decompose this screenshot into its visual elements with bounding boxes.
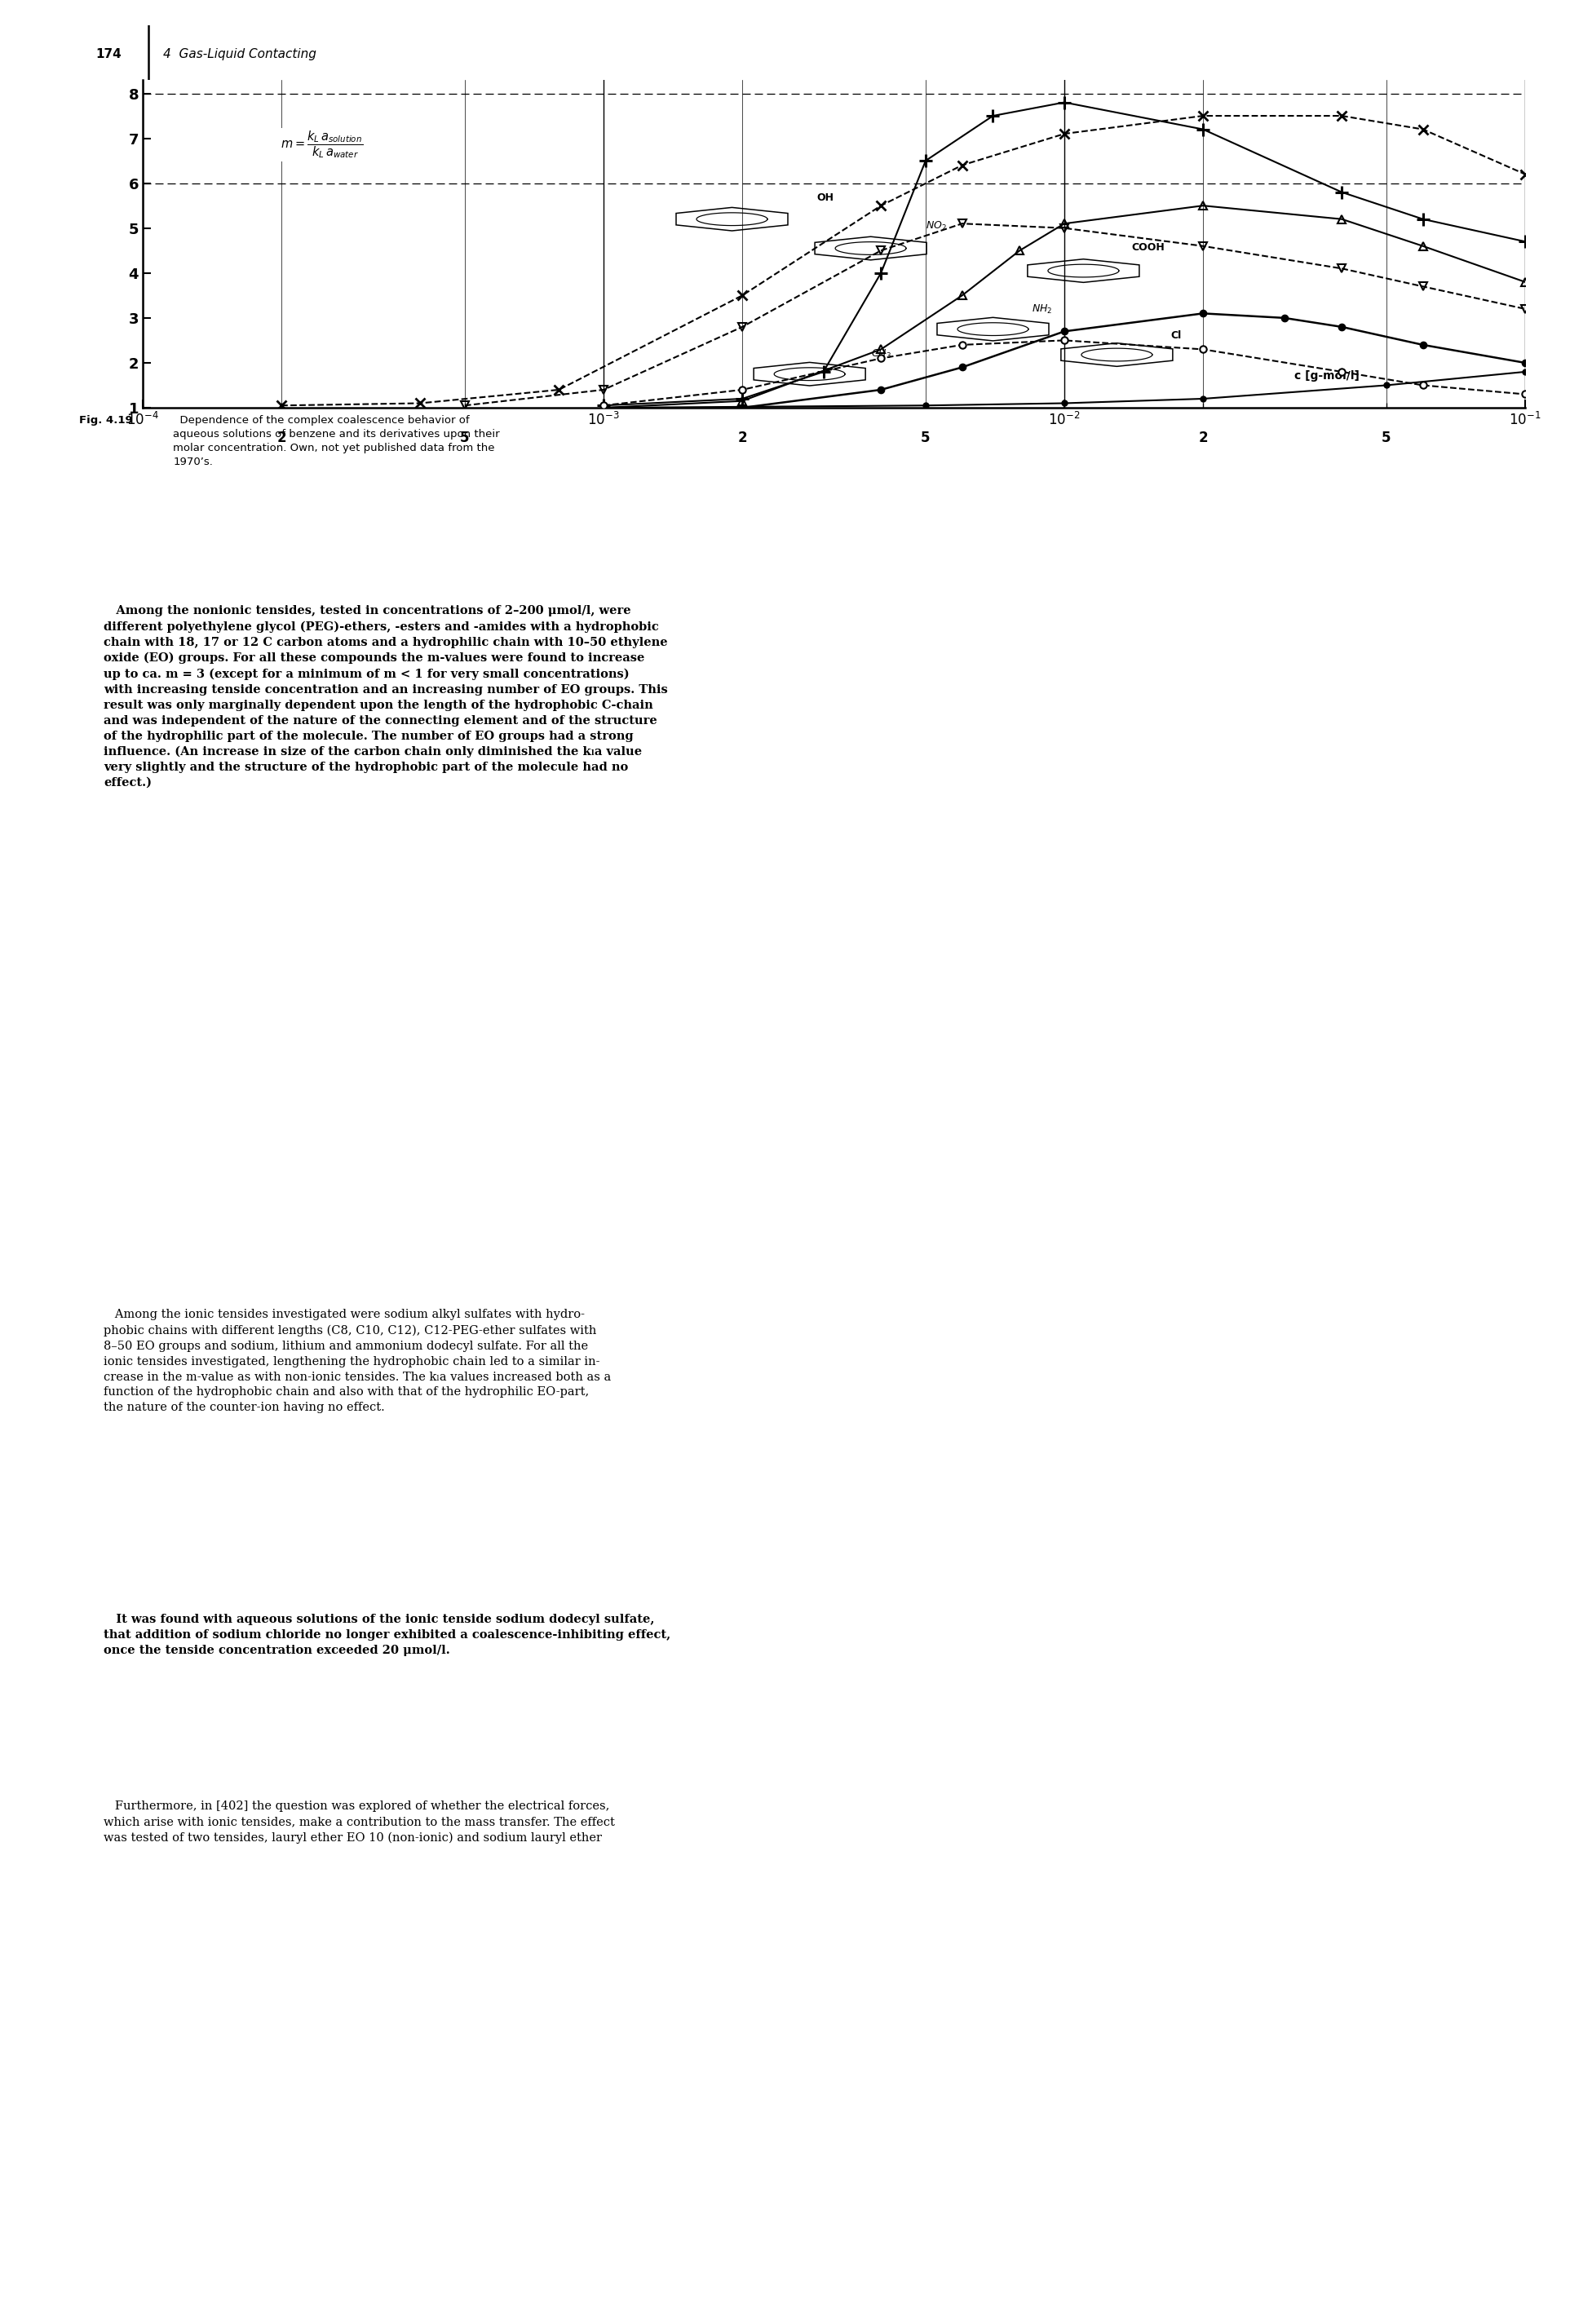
Text: $CH_3$: $CH_3$ [871, 349, 892, 360]
Text: COOH: COOH [1132, 242, 1165, 253]
Text: c [g-mol/l]: c [g-mol/l] [1294, 370, 1360, 381]
Text: $m = \dfrac{k_L\,a_{solution}}{k_L\,a_{water}}$: $m = \dfrac{k_L\,a_{solution}}{k_L\,a_{w… [280, 130, 363, 160]
Text: 2: 2 [737, 430, 747, 446]
Text: 174: 174 [96, 49, 121, 60]
Text: 2: 2 [277, 430, 287, 446]
Text: Dependence of the complex coalescence behavior of
aqueous solutions of benzene a: Dependence of the complex coalescence be… [174, 414, 500, 467]
Text: Among the ionic tensides investigated were sodium alkyl sulfates with hydro-
pho: Among the ionic tensides investigated we… [103, 1308, 611, 1413]
Text: Fig. 4.19: Fig. 4.19 [80, 414, 132, 425]
Text: It was found with aqueous solutions of the ionic tenside sodium dodecyl sulfate,: It was found with aqueous solutions of t… [103, 1615, 670, 1657]
Text: $NH_2$: $NH_2$ [1032, 304, 1052, 316]
Text: 5: 5 [460, 430, 470, 446]
Text: 5: 5 [1382, 430, 1391, 446]
Text: Among the nonionic tensides, tested in concentrations of 2–200 μmol/l, were
diff: Among the nonionic tensides, tested in c… [103, 604, 667, 788]
Text: Furthermore, in [402] the question was explored of whether the electrical forces: Furthermore, in [402] the question was e… [103, 1801, 615, 1843]
Text: 5: 5 [920, 430, 930, 446]
Text: OH: OH [817, 193, 834, 205]
Text: $NO_2$: $NO_2$ [925, 221, 947, 232]
Text: Cl: Cl [1170, 330, 1181, 342]
Text: 4  Gas-Liquid Contacting: 4 Gas-Liquid Contacting [162, 49, 315, 60]
Text: 2: 2 [1199, 430, 1208, 446]
